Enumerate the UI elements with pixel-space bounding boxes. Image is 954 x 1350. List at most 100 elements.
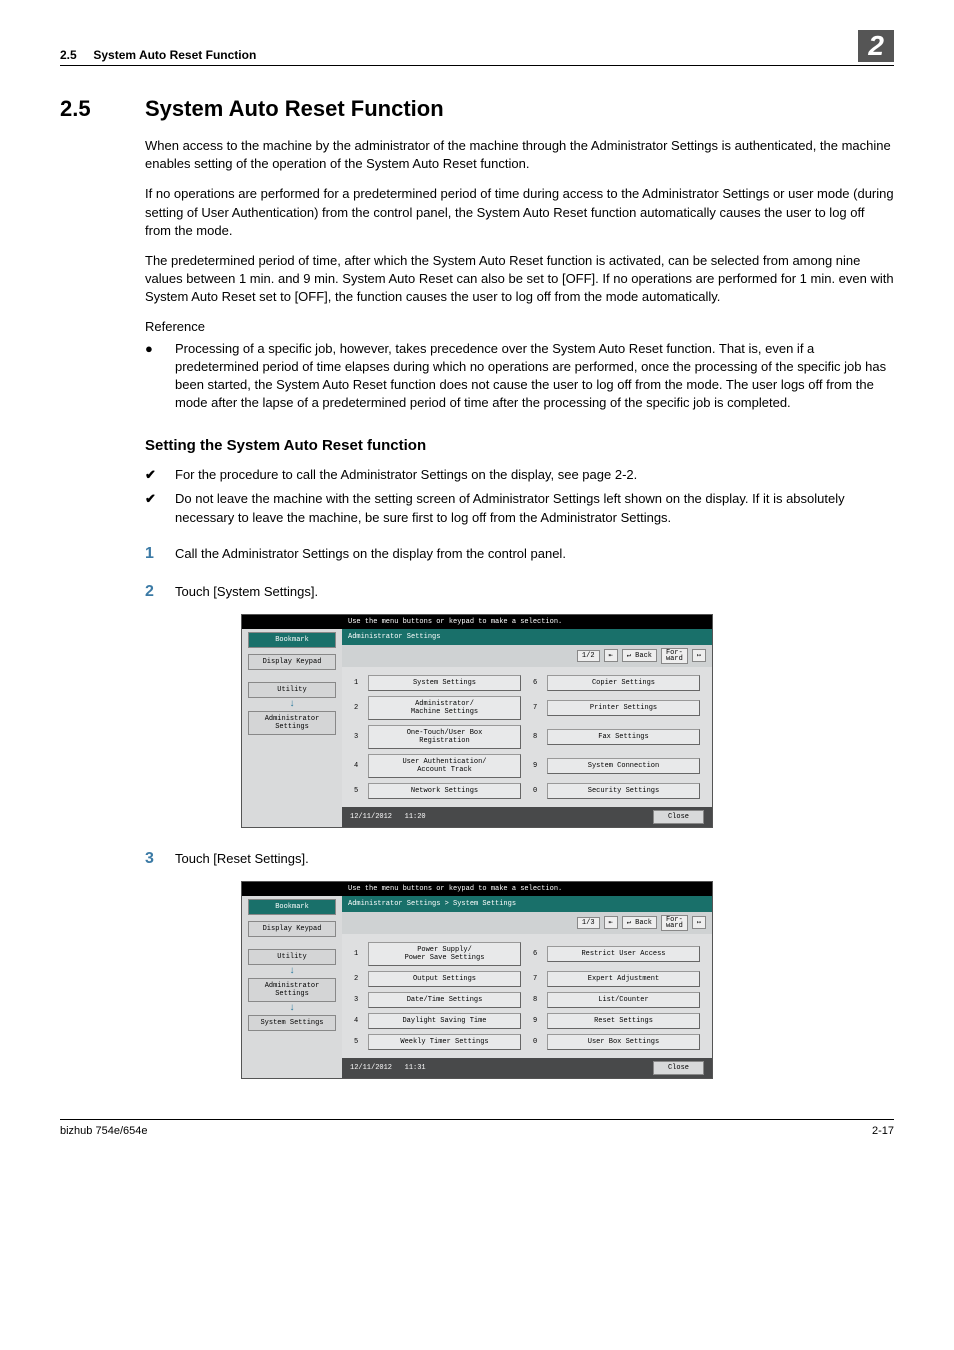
step-text: Touch [System Settings].: [175, 583, 318, 601]
subsection-heading: Setting the System Auto Reset function: [145, 437, 894, 454]
ss-menu-button[interactable]: System Settings: [368, 675, 521, 691]
ss-menu-button[interactable]: Daylight Saving Time: [368, 1013, 521, 1029]
ss-prev-icon[interactable]: ⇤: [604, 916, 618, 929]
ss-breadcrumb: Administrator Settings: [342, 629, 712, 645]
ss-menu-button[interactable]: Restrict User Access: [547, 946, 700, 962]
ss-footer: 12/11/2012 11:20 Close: [342, 807, 712, 827]
ss-prev-icon[interactable]: ⇤: [604, 649, 618, 662]
ss-next-icon[interactable]: ↦: [692, 649, 706, 662]
ss-tab-utility[interactable]: Utility: [248, 949, 336, 965]
chapter-badge: 2: [858, 30, 894, 62]
ss-tab-admin-settings[interactable]: Administrator Settings: [248, 711, 336, 735]
ss-menu-button[interactable]: One-Touch/User Box Registration: [368, 725, 521, 749]
ss-tab-admin-settings[interactable]: Administrator Settings: [248, 978, 336, 1002]
ss-menu-item: 6 Copier Settings: [533, 675, 700, 691]
check-icon: ✔: [145, 490, 175, 526]
ss-pager: 1/2 ⇤ ↵ Back For- ward ↦: [342, 645, 712, 668]
ss-menu-button[interactable]: Copier Settings: [547, 675, 700, 691]
step-number: 3: [145, 848, 175, 870]
ss-menu-item: 6 Restrict User Access: [533, 942, 700, 966]
ss-menu-number: 6: [533, 950, 543, 958]
ss-next-icon[interactable]: ↦: [692, 916, 706, 929]
ss-menu-button[interactable]: Fax Settings: [547, 729, 700, 745]
ss-menu-number: 3: [354, 996, 364, 1004]
ss-forward-button[interactable]: For- ward: [661, 648, 688, 665]
step: 1 Call the Administrator Settings on the…: [145, 543, 894, 565]
ss-main: Use the menu buttons or keypad to make a…: [342, 882, 712, 1079]
ss-breadcrumb: Administrator Settings > System Settings: [342, 896, 712, 912]
ss-menu-item: 4 User Authentication/ Account Track: [354, 754, 521, 778]
ss-menu-item: 4 Daylight Saving Time: [354, 1013, 521, 1029]
ss-tab-bookmark[interactable]: Bookmark: [248, 899, 336, 915]
section-number: 2.5: [60, 96, 145, 122]
ss-menu-number: 4: [354, 1017, 364, 1025]
ss-menu-number: 9: [533, 1017, 543, 1025]
ss-menu-number: 5: [354, 1038, 364, 1046]
ss-menu-number: 7: [533, 704, 543, 712]
ss-menu-button[interactable]: System Connection: [547, 758, 700, 774]
ss-menu-item: 7 Printer Settings: [533, 696, 700, 720]
header-section-ref: 2.5 System Auto Reset Function: [60, 48, 858, 62]
ss-footer: 12/11/2012 11:31 Close: [342, 1058, 712, 1078]
ss-menu-button[interactable]: Security Settings: [547, 783, 700, 799]
ss-menu-button[interactable]: Reset Settings: [547, 1013, 700, 1029]
ss-back-button[interactable]: ↵ Back: [622, 649, 657, 662]
ss-instruction-bar: Use the menu buttons or keypad to make a…: [342, 615, 712, 629]
ss-menu-number: 6: [533, 679, 543, 687]
ss-menu-button[interactable]: Power Supply/ Power Save Settings: [368, 942, 521, 966]
ss-menu-button[interactable]: Printer Settings: [547, 700, 700, 716]
page-header: 2.5 System Auto Reset Function 2: [60, 30, 894, 66]
arrow-down-icon: ↓: [242, 966, 342, 977]
check-text: For the procedure to call the Administra…: [175, 466, 637, 484]
ss-menu-grid: 1 System Settings 6 Copier Settings 2Adminis…: [342, 667, 712, 807]
ss-tab-utility[interactable]: Utility: [248, 682, 336, 698]
ss-sidebar: Bookmark Display Keypad Utility ↓ Admini…: [242, 615, 342, 828]
step-number: 2: [145, 581, 175, 603]
ss-menu-button[interactable]: Output Settings: [368, 971, 521, 987]
ss-menu-button[interactable]: List/Counter: [547, 992, 700, 1008]
ss-menu-number: 3: [354, 733, 364, 741]
ss-menu-number: 1: [354, 679, 364, 687]
ss-menu-button[interactable]: Date/Time Settings: [368, 992, 521, 1008]
ss-menu-number: 8: [533, 996, 543, 1004]
ss-menu-button[interactable]: User Authentication/ Account Track: [368, 754, 521, 778]
ss-menu-item: 2Administrator/ Machine Settings: [354, 696, 521, 720]
ss-back-button[interactable]: ↵ Back: [622, 916, 657, 929]
ss-menu-button[interactable]: Administrator/ Machine Settings: [368, 696, 521, 720]
ss-tab-display-keypad[interactable]: Display Keypad: [248, 921, 336, 937]
bullet-item: ● Processing of a specific job, however,…: [145, 340, 894, 413]
step-text: Call the Administrator Settings on the d…: [175, 545, 566, 563]
page-footer: bizhub 754e/654e 2-17: [60, 1119, 894, 1137]
ss-page-indicator: 1/2: [577, 650, 600, 662]
ss-menu-number: 0: [533, 1038, 543, 1046]
screenshot-system-settings: Bookmark Display Keypad Utility ↓ Admini…: [241, 881, 713, 1080]
section-title: System Auto Reset Function: [145, 96, 444, 122]
ss-menu-number: 4: [354, 762, 364, 770]
ss-menu-item: 9 Reset Settings: [533, 1013, 700, 1029]
ss-menu-number: 8: [533, 733, 543, 741]
ss-forward-button[interactable]: For- ward: [661, 915, 688, 932]
ss-close-button[interactable]: Close: [653, 810, 704, 824]
ss-close-button[interactable]: Close: [653, 1061, 704, 1075]
ss-menu-item: 0Security Settings: [533, 783, 700, 799]
screenshot-admin-settings: Bookmark Display Keypad Utility ↓ Admini…: [241, 614, 713, 829]
ss-menu-item: 8 List/Counter: [533, 992, 700, 1008]
ss-menu-item: 1 System Settings: [354, 675, 521, 691]
ss-menu-button[interactable]: Network Settings: [368, 783, 521, 799]
ss-sidebar: Bookmark Display Keypad Utility ↓ Admini…: [242, 882, 342, 1079]
header-section-num: 2.5: [60, 48, 77, 62]
ss-menu-item: 3 Date/Time Settings: [354, 992, 521, 1008]
ss-main: Use the menu buttons or keypad to make a…: [342, 615, 712, 828]
footer-page-number: 2-17: [872, 1125, 894, 1137]
ss-menu-button[interactable]: Weekly Timer Settings: [368, 1034, 521, 1050]
ss-tab-system-settings[interactable]: System Settings: [248, 1015, 336, 1031]
ss-tab-display-keypad[interactable]: Display Keypad: [248, 654, 336, 670]
check-item: ✔ Do not leave the machine with the sett…: [145, 490, 894, 526]
ss-page-indicator: 1/3: [577, 917, 600, 929]
ss-tab-bookmark[interactable]: Bookmark: [248, 632, 336, 648]
bullet-icon: ●: [145, 340, 175, 413]
ss-menu-button[interactable]: Expert Adjustment: [547, 971, 700, 987]
paragraph: The predetermined period of time, after …: [145, 252, 894, 307]
footer-model: bizhub 754e/654e: [60, 1125, 147, 1137]
ss-menu-button[interactable]: User Box Settings: [547, 1034, 700, 1050]
